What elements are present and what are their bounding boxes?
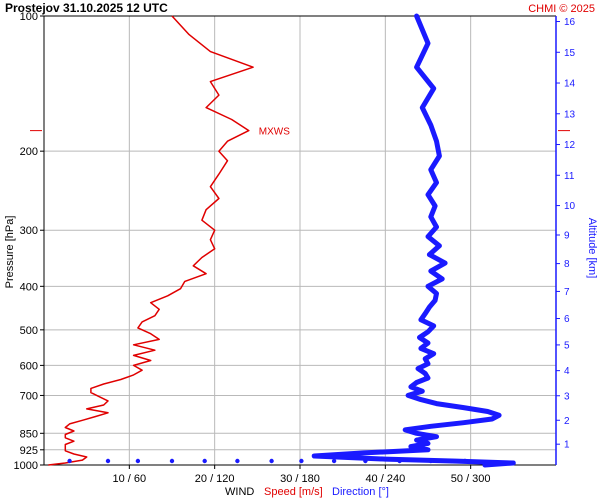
- mxws-label: MXWS: [259, 127, 290, 138]
- direction-series: [67, 13, 516, 468]
- altitude-tick-label-8: 8: [564, 259, 570, 270]
- altitude-axis-label: Altitude [km]: [586, 218, 598, 279]
- wind-tick-label-50: 50 / 300: [451, 473, 491, 485]
- pressure-tick-label-400: 400: [20, 281, 38, 293]
- chart-title: Prostejov 31.10.2025 12 UTC: [5, 1, 168, 15]
- pressure-tick-label-500: 500: [20, 325, 38, 337]
- altitude-tick-label-12: 12: [564, 140, 576, 151]
- direction-point-12: [462, 458, 468, 464]
- direction-point-5: [235, 458, 240, 464]
- direction-point-9: [363, 458, 368, 464]
- altitude-tick-label-1: 1: [564, 440, 570, 451]
- direction-point-7: [299, 458, 304, 464]
- pressure-tick-label-300: 300: [20, 225, 38, 237]
- wind-tick-label-40: 40 / 240: [365, 473, 405, 485]
- speed-series: [48, 15, 254, 466]
- direction-point-10: [397, 458, 402, 464]
- altitude-tick-label-14: 14: [564, 79, 576, 90]
- wind-tick-label-20: 20 / 120: [195, 473, 235, 485]
- pressure-tick-label-600: 600: [20, 360, 38, 372]
- direction-point-3: [169, 458, 175, 464]
- direction-point-6: [269, 458, 274, 464]
- speed-line: [48, 15, 254, 466]
- altitude-tick-label-15: 15: [564, 48, 576, 59]
- altitude-tick-label-9: 9: [564, 230, 570, 241]
- direction-point-1: [105, 458, 111, 464]
- altitude-tick-label-7: 7: [564, 287, 570, 298]
- wind-tick-label-30: 30 / 180: [280, 473, 320, 485]
- pressure-tick-label-850: 850: [20, 428, 38, 440]
- pressure-tick-label-925: 925: [20, 445, 38, 457]
- pressure-tick-label-200: 200: [20, 146, 38, 158]
- chart-credit: CHMI © 2025: [528, 3, 595, 15]
- legend-speed: Speed [m/s]: [264, 486, 323, 498]
- direction-point-8: [331, 458, 337, 464]
- altitude-tick-label-10: 10: [564, 201, 576, 212]
- grid: [44, 16, 556, 465]
- altitude-tick-label-13: 13: [564, 109, 576, 120]
- direction-point-2: [135, 458, 141, 464]
- altitude-tick-label-2: 2: [564, 416, 570, 427]
- altitude-tick-label-3: 3: [564, 391, 570, 402]
- pressure-axis-label: Pressure [hPa]: [4, 216, 16, 289]
- mxws-annotation: MXWS: [30, 127, 570, 138]
- altitude-tick-label-6: 6: [564, 314, 570, 325]
- direction-point-11: [428, 458, 433, 464]
- altitude-tick-label-11: 11: [564, 171, 575, 182]
- pressure-tick-label-1000: 1000: [14, 460, 38, 472]
- altitude-tick-label-16: 16: [564, 17, 576, 28]
- pressure-tick-label-700: 700: [20, 390, 38, 402]
- x-axis-legend: WIND Speed [m/s] Direction [°]: [225, 486, 389, 498]
- pressure-tick-label-100: 100: [20, 11, 38, 23]
- wind-tick-label-10: 10 / 60: [113, 473, 147, 485]
- altitude-tick-label-4: 4: [564, 366, 570, 377]
- wind-axis: 10 / 60 20 / 120 30 / 180 40 / 240 50 / 300: [113, 465, 491, 485]
- direction-point-0: [67, 458, 72, 464]
- legend-direction: Direction [°]: [332, 486, 389, 498]
- direction-line: [311, 13, 516, 468]
- altitude-tick-label-5: 5: [564, 340, 570, 351]
- direction-point-4: [202, 458, 207, 464]
- legend-wind: WIND: [225, 486, 254, 498]
- pressure-axis: 100 200 300 400 500 600 700 850 925 1000: [14, 11, 44, 472]
